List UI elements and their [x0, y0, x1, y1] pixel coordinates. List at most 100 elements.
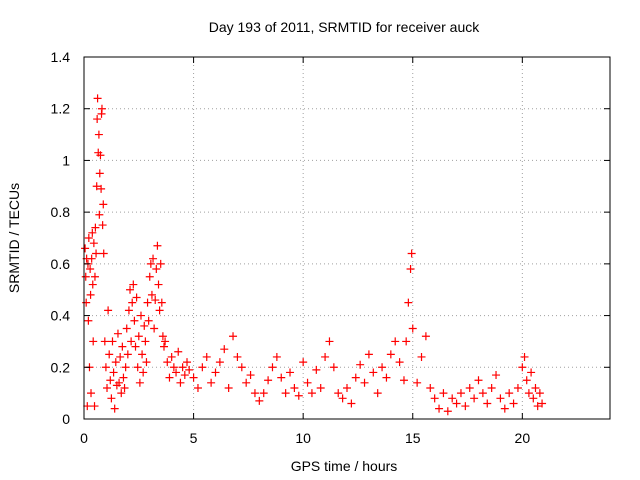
data-point: [538, 399, 547, 408]
data-point: [456, 389, 465, 398]
data-point: [255, 396, 264, 405]
data-point: [406, 265, 415, 274]
data-point: [426, 383, 435, 392]
data-point: [116, 352, 125, 361]
data-point: [180, 371, 189, 380]
data-point: [88, 228, 97, 237]
data-point: [146, 259, 155, 268]
plot-frame: [83, 56, 611, 420]
data-point: [108, 337, 117, 346]
data-point: [93, 94, 102, 103]
data-point: [334, 389, 343, 398]
data-point: [101, 363, 110, 372]
data-point: [82, 298, 91, 307]
data-point: [172, 368, 181, 377]
data-point: [103, 383, 112, 392]
data-point: [84, 234, 93, 242]
data-point: [117, 389, 126, 398]
data-point: [104, 306, 113, 315]
y-tick-label: 0.2: [51, 359, 71, 375]
data-point: [105, 350, 114, 359]
data-point: [259, 389, 268, 398]
data-point: [524, 389, 533, 398]
data-point: [151, 296, 160, 305]
data-point: [513, 383, 522, 392]
data-point: [132, 293, 141, 302]
data-point: [90, 402, 99, 411]
data-point: [264, 376, 273, 385]
data-point: [113, 329, 122, 338]
data-point: [128, 298, 137, 307]
data-point: [189, 373, 198, 382]
data-point: [142, 358, 151, 367]
data-point: [378, 363, 387, 372]
data-point: [111, 358, 120, 367]
data-point: [89, 337, 98, 346]
y-tick-label: 1.2: [51, 101, 71, 117]
data-point: [98, 221, 107, 230]
x-tick-label: 5: [190, 430, 198, 446]
data-point: [90, 272, 99, 281]
data-point: [87, 389, 96, 398]
data-point: [470, 394, 479, 403]
data-point: [474, 376, 483, 385]
data-point: [106, 376, 115, 385]
data-point: [84, 316, 93, 325]
data-point: [443, 407, 452, 416]
data-point: [465, 383, 474, 392]
data-point: [107, 394, 116, 403]
data-point: [277, 373, 286, 382]
chart-title: Day 193 of 2011, SRMTID for receiver auc…: [209, 19, 481, 35]
data-point: [135, 378, 144, 387]
data-point: [145, 272, 154, 281]
data-point: [527, 368, 536, 377]
data-point: [92, 182, 101, 191]
data-point: [150, 324, 159, 333]
data-point: [89, 239, 98, 248]
data-point: [325, 337, 334, 346]
data-point: [272, 352, 281, 361]
data-point: [81, 272, 90, 281]
data-point: [154, 280, 163, 289]
data-point: [242, 378, 251, 387]
y-tick-label: 0: [62, 411, 70, 427]
data-point: [408, 324, 417, 333]
data-point: [95, 210, 104, 219]
data-point: [121, 363, 130, 372]
data-point: [131, 342, 140, 351]
data-point: [496, 394, 505, 403]
data-point: [321, 352, 330, 361]
data-point: [169, 363, 178, 372]
grid-lines: [84, 57, 610, 419]
data-point: [97, 184, 106, 193]
data-point: [386, 350, 395, 359]
axis-ticks: 0 5 10 15 20 0 0.2 0.4 0.6 0.8 1 1.2 1.4: [51, 49, 610, 446]
data-point: [92, 249, 101, 258]
data-point: [94, 130, 103, 139]
data-point: [294, 391, 303, 400]
data-point: [478, 389, 487, 398]
data-point: [138, 350, 147, 359]
data-point: [93, 115, 102, 124]
data-point: [369, 368, 378, 377]
x-axis-label: GPS time / hours: [291, 458, 398, 474]
data-point: [124, 306, 133, 315]
data-point: [99, 249, 108, 258]
data-point: [115, 378, 124, 387]
data-point: [198, 363, 207, 372]
data-point: [215, 358, 224, 367]
data-point: [487, 383, 496, 392]
data-point: [237, 363, 246, 372]
data-point: [404, 298, 413, 307]
data-point: [141, 337, 150, 346]
x-tick-label: 10: [295, 430, 311, 446]
data-point: [156, 259, 165, 268]
data-point: [360, 378, 369, 387]
data-point: [233, 352, 242, 361]
data-point: [161, 337, 170, 346]
data-point: [183, 358, 192, 367]
data-point: [127, 337, 136, 346]
data-point: [229, 332, 238, 341]
data-point: [435, 404, 444, 413]
